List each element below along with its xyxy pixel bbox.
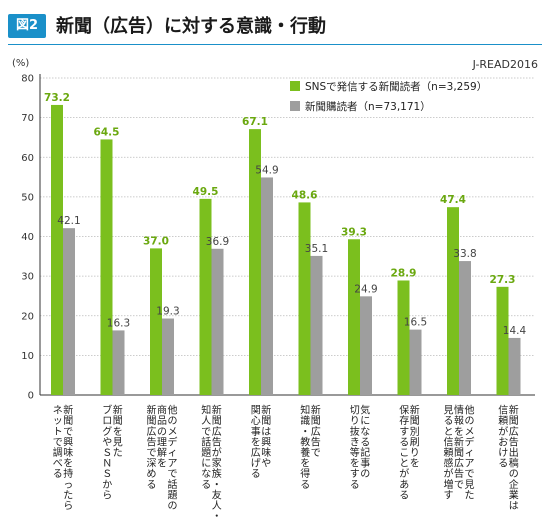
bar-series2 bbox=[63, 228, 75, 395]
x-category-label-line: 新聞広告で深める bbox=[147, 404, 157, 491]
bar-series2 bbox=[112, 330, 125, 395]
x-category-label-line: 保存することがある bbox=[399, 404, 409, 502]
x-category-label-line: 切り抜き等をする bbox=[350, 405, 360, 491]
bar-series2 bbox=[360, 296, 372, 395]
bar-series1 bbox=[447, 207, 459, 395]
legend-entry: 新聞購読者（n=73,171） bbox=[305, 100, 431, 113]
bar-series2 bbox=[409, 329, 422, 395]
data-label-series1: 47.4 bbox=[440, 194, 466, 206]
data-label-series1: 73.2 bbox=[44, 92, 70, 104]
data-label-series2: 24.9 bbox=[354, 283, 377, 295]
bar-series1 bbox=[397, 280, 410, 395]
data-label-series2: 42.1 bbox=[57, 215, 80, 227]
x-category-label-line: 新聞広告で bbox=[311, 404, 321, 459]
title-divider bbox=[8, 44, 542, 45]
data-label-series2: 19.3 bbox=[156, 306, 179, 318]
x-category-label-line: 知人で話題になる bbox=[201, 404, 211, 491]
bar-series2 bbox=[310, 255, 323, 395]
x-category-label-line: 他のメディアで話題の bbox=[168, 404, 178, 512]
bar-series2 bbox=[508, 337, 521, 395]
figure-badge: 図2 bbox=[8, 14, 46, 38]
x-category-label-line: 新聞を見た bbox=[113, 404, 123, 459]
bar-series2 bbox=[261, 177, 273, 395]
x-category-label-line: 信頼がおける bbox=[498, 405, 508, 470]
y-tick-label: 60 bbox=[21, 153, 34, 164]
data-label-series2: 54.9 bbox=[255, 164, 278, 176]
y-tick-label: 0 bbox=[28, 391, 34, 402]
data-label-series2: 16.5 bbox=[404, 317, 427, 329]
chart-title: 新聞（広告）に対する意識・行動 bbox=[56, 16, 326, 37]
x-category-label-line: 商品の理解を bbox=[157, 404, 167, 470]
bar-series1 bbox=[249, 129, 261, 395]
data-label-series2: 14.4 bbox=[503, 325, 527, 337]
data-label-series1: 39.3 bbox=[341, 226, 367, 238]
data-label-series1: 37.0 bbox=[143, 235, 169, 247]
data-label-series1: 67.1 bbox=[242, 116, 268, 128]
y-tick-label: 70 bbox=[21, 113, 34, 124]
bar-series1 bbox=[348, 239, 360, 395]
data-label-series1: 64.5 bbox=[94, 126, 120, 138]
x-category-label: 新聞広告が家族・友人・知人で話題になる bbox=[201, 404, 222, 523]
data-label-series1: 48.6 bbox=[292, 189, 318, 201]
x-category-label-line: 気になる記事の bbox=[360, 404, 370, 481]
x-category-label-line: 新聞広告出稿の企業は bbox=[509, 404, 519, 512]
bar-series1 bbox=[51, 104, 63, 395]
bar-series2 bbox=[211, 248, 224, 395]
bar-series1 bbox=[298, 202, 311, 395]
x-category-label-line: 見ると信頼感が増す bbox=[444, 405, 454, 502]
x-category-label-line: 情報を新聞広告で bbox=[454, 404, 464, 491]
bar-chart: (%) 0 10 20 30 40 50 60 70 80 73.2 64.5 37.0 49.5 67.1… bbox=[12, 58, 535, 523]
y-tick-label: 40 bbox=[21, 232, 34, 243]
data-label-series2: 16.3 bbox=[107, 317, 130, 329]
data-label-series1: 27.3 bbox=[490, 274, 516, 286]
x-category-label-line: 新聞広告が家族・友人・ bbox=[212, 404, 222, 523]
x-category-label-line: 知識・教養を得る bbox=[300, 404, 310, 491]
x-category-label-line: 新聞別刷りを bbox=[410, 404, 420, 470]
bar-series1 bbox=[150, 248, 162, 395]
data-label-series1: 28.9 bbox=[391, 267, 417, 279]
legend-swatch bbox=[290, 81, 300, 91]
x-category-label-line: ブログやＳＮＳから bbox=[102, 404, 112, 502]
bar-series1 bbox=[496, 286, 509, 395]
x-category-label-line: 新聞は興味や bbox=[261, 404, 271, 470]
data-label-series2: 35.1 bbox=[305, 243, 328, 255]
y-tick-label: 50 bbox=[21, 192, 34, 203]
data-label-series2: 33.8 bbox=[453, 248, 476, 260]
x-category-label-line: 他のメディアで見た bbox=[465, 404, 475, 502]
chart-header: 図2 新聞（広告）に対する意識・行動 bbox=[0, 0, 550, 48]
bar-series1 bbox=[100, 139, 113, 395]
bar-series1 bbox=[199, 198, 212, 395]
y-tick-label: 10 bbox=[21, 351, 34, 362]
y-tick-label: 30 bbox=[21, 272, 34, 283]
y-axis-label: (%) bbox=[12, 58, 29, 69]
y-tick-label: 80 bbox=[21, 74, 34, 85]
bar-series2 bbox=[162, 318, 174, 395]
source-label: J-READ2016 bbox=[472, 58, 538, 71]
x-category-label-line: 新聞で興味を持ったら bbox=[63, 404, 73, 512]
bar-series2 bbox=[459, 261, 471, 395]
data-label-series2: 36.9 bbox=[206, 236, 229, 248]
x-category-label-line: 関心事を広げる bbox=[251, 405, 261, 481]
y-tick-label: 20 bbox=[21, 311, 34, 322]
x-category-label-line: ネットで調べる bbox=[53, 405, 63, 481]
legend-entry: SNSで発信する新聞読者（n=3,259） bbox=[305, 80, 487, 93]
data-label-series1: 49.5 bbox=[193, 186, 219, 198]
legend-swatch bbox=[290, 101, 300, 111]
